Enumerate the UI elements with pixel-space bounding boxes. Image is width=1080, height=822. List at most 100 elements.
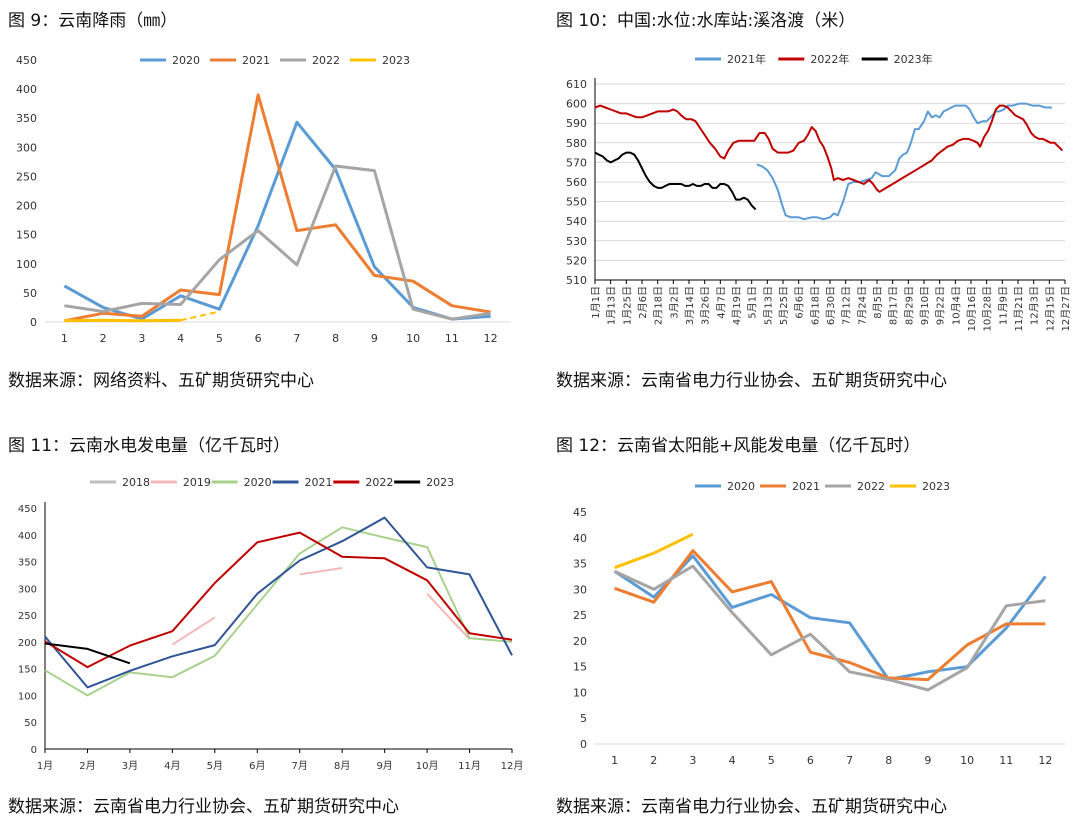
x-tick-label: 11月 xyxy=(458,760,481,772)
series-line-2021 xyxy=(614,549,1046,682)
series-line-2023 xyxy=(44,642,131,665)
x-tick-label: 7月 xyxy=(292,760,308,772)
x-tick-label: 12 xyxy=(1038,754,1052,767)
x-tick-label: 10月 xyxy=(416,760,439,772)
x-tick-label: 9 xyxy=(924,754,931,767)
y-tick-label: 150 xyxy=(18,665,37,676)
y-tick-label: 50 xyxy=(23,287,37,300)
x-tick-label: 12月3日 xyxy=(1029,286,1041,325)
legend-label: 2018 xyxy=(122,476,150,489)
y-tick-label: 200 xyxy=(16,200,37,213)
y-tick-label: 400 xyxy=(18,531,37,542)
x-tick-label: 10 xyxy=(960,754,974,767)
x-tick-label: 9月10日 xyxy=(919,286,931,325)
x-tick-label: 10月4日 xyxy=(950,286,962,325)
y-tick-label: 250 xyxy=(16,170,37,183)
x-tick-label: 4 xyxy=(729,754,736,767)
series-line-2022年 xyxy=(594,104,1064,193)
y-tick-label: 0 xyxy=(30,316,37,329)
x-tick-label: 10月28日 xyxy=(982,286,994,331)
x-tick-label: 2 xyxy=(650,754,657,767)
x-tick-label: 3 xyxy=(689,754,696,767)
x-tick-label: 1月1日 xyxy=(590,286,602,319)
y-tick-label: 40 xyxy=(573,532,587,545)
x-tick-label: 11 xyxy=(999,754,1013,767)
y-tick-label: 30 xyxy=(573,583,587,596)
series-line-2022 xyxy=(44,531,513,669)
series-line-2019 xyxy=(171,616,216,646)
legend-label: 2022 xyxy=(857,480,885,493)
legend-label: 2021 xyxy=(792,480,820,493)
y-tick-label: 450 xyxy=(16,54,37,67)
x-tick-label: 8 xyxy=(885,754,892,767)
series-line-2022 xyxy=(64,164,491,321)
x-tick-label: 8月5日 xyxy=(872,286,884,319)
y-tick-label: 100 xyxy=(18,691,37,702)
x-tick-label: 5月 xyxy=(207,760,223,772)
x-tick-label: 12 xyxy=(484,332,498,345)
legend-label: 2021年 xyxy=(727,52,766,66)
x-tick-label: 5月25日 xyxy=(778,286,790,325)
x-tick-label: 12月15日 xyxy=(1044,286,1056,331)
x-tick-label: 8 xyxy=(332,332,339,345)
legend-label: 2020 xyxy=(244,476,272,489)
legend-label: 2021 xyxy=(305,476,333,489)
x-tick-label: 6月30日 xyxy=(825,286,837,325)
y-tick-label: 590 xyxy=(566,117,587,130)
y-tick-label: 15 xyxy=(573,661,587,674)
x-tick-label: 7 xyxy=(293,332,300,345)
x-tick-label: 3月14日 xyxy=(684,286,696,325)
chart-title: 图 12：云南省太阳能+风能发电量（亿千瓦时） xyxy=(556,436,921,456)
chart-source: 数据来源：网络资料、五矿期货研究中心 xyxy=(8,371,314,391)
y-tick-label: 250 xyxy=(18,611,37,622)
x-tick-label: 3月26日 xyxy=(700,286,712,325)
x-tick-label: 5月1日 xyxy=(747,286,759,319)
series-line-2019 xyxy=(299,567,343,576)
y-tick-label: 580 xyxy=(566,137,587,150)
y-tick-label: 570 xyxy=(566,156,587,169)
series-line-2022 xyxy=(613,564,1046,692)
y-tick-label: 35 xyxy=(573,558,587,571)
chart-title: 图 11：云南水电发电量（亿千瓦时） xyxy=(8,436,291,456)
x-tick-label: 1 xyxy=(611,754,618,767)
chart-source: 数据来源：云南省电力行业协会、五矿期货研究中心 xyxy=(8,797,399,817)
x-tick-label: 7月12日 xyxy=(841,286,853,325)
x-tick-label: 2月18日 xyxy=(653,286,665,325)
y-tick-label: 530 xyxy=(566,235,587,248)
series-line-2021 xyxy=(44,516,513,689)
x-tick-label: 4 xyxy=(177,332,184,345)
x-tick-label: 1月25日 xyxy=(621,286,633,325)
x-tick-label: 10 xyxy=(406,332,420,345)
y-tick-label: 610 xyxy=(566,78,587,91)
series-line-2023年 xyxy=(594,151,757,211)
x-tick-label: 4月7日 xyxy=(715,286,727,319)
x-tick-label: 1月 xyxy=(37,760,53,772)
x-tick-label: 9 xyxy=(371,332,378,345)
legend-label: 2023 xyxy=(426,476,454,489)
reservoir-chart: 510 520 530 540 550 560 570 580 590 600 610 1月1日 1月1… xyxy=(566,52,1072,331)
hydro-chart: 0 50 100 150 200 250 300 350 400 450 1月 2月 3月 4月 5月 6月 7… xyxy=(18,476,524,772)
x-tick-label: 10月16日 xyxy=(966,286,978,331)
series-line-2023 xyxy=(614,532,694,570)
x-tick-label: 2月 xyxy=(79,760,95,772)
x-tick-label: 8月29日 xyxy=(903,286,915,325)
y-tick-label: 25 xyxy=(573,609,587,622)
x-tick-label: 12月27日 xyxy=(1060,286,1072,331)
legend-label: 2021 xyxy=(242,54,270,67)
y-tick-label: 350 xyxy=(18,558,37,569)
x-tick-label: 11月9日 xyxy=(997,286,1009,325)
series-line-2023-forecast xyxy=(180,310,220,322)
y-tick-label: 0 xyxy=(580,738,587,751)
legend-label: 2022 xyxy=(365,476,393,489)
x-tick-label: 5 xyxy=(216,332,223,345)
x-tick-label: 12月 xyxy=(501,760,524,772)
legend-label: 2023 xyxy=(922,480,950,493)
y-tick-label: 150 xyxy=(16,229,37,242)
series-line-2020 xyxy=(613,554,1047,682)
x-tick-label: 5 xyxy=(768,754,775,767)
x-tick-label: 9月 xyxy=(376,760,392,772)
legend-label: 2022年 xyxy=(810,52,849,66)
legend-label: 2019 xyxy=(183,476,211,489)
x-tick-label: 2 xyxy=(100,332,107,345)
legend-label: 2020 xyxy=(172,54,200,67)
